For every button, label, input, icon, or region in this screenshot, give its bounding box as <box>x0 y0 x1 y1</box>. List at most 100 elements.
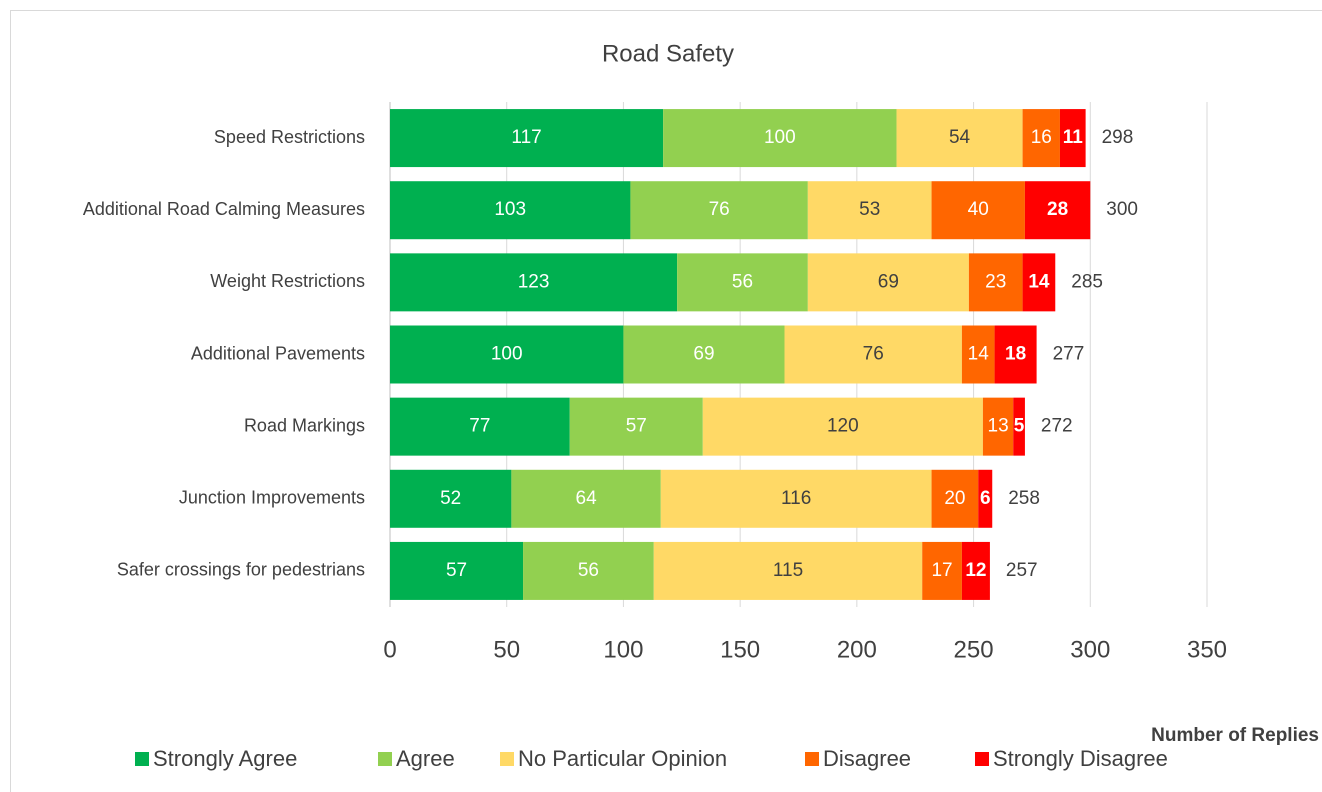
data-label: 57 <box>626 416 647 437</box>
data-label: 5 <box>1014 416 1025 437</box>
bar-segment <box>978 469 993 528</box>
data-label: 52 <box>440 488 461 509</box>
y-tick-label: Road Markings <box>244 415 365 435</box>
y-tick-label: Weight Restrictions <box>210 271 365 291</box>
x-tick-label: 350 <box>1187 636 1227 663</box>
legend-label: Strongly Disagree <box>993 746 1168 771</box>
bar-segment <box>807 253 969 312</box>
data-label: 69 <box>693 344 714 365</box>
x-tick-label: 50 <box>493 636 520 663</box>
bar-segment <box>390 109 664 168</box>
data-label: 76 <box>863 344 884 365</box>
chart-frame <box>10 10 1322 792</box>
bar-segment <box>660 469 932 528</box>
bar-segment <box>677 253 808 312</box>
data-label: 57 <box>446 560 467 581</box>
bar-segment <box>623 325 785 384</box>
bar-segment <box>1024 181 1091 240</box>
data-label: 69 <box>878 271 899 292</box>
data-label: 12 <box>965 560 986 581</box>
data-label: 77 <box>469 416 490 437</box>
data-label: 14 <box>968 344 990 365</box>
data-label: 6 <box>980 488 991 509</box>
bar-segment <box>961 541 990 600</box>
data-label: 103 <box>494 199 526 220</box>
data-label: 13 <box>988 416 1009 437</box>
bar-segment <box>931 469 979 528</box>
bar-segment <box>390 325 624 384</box>
data-label: 18 <box>1005 344 1026 365</box>
data-label: 76 <box>709 199 730 220</box>
legend-swatch <box>135 752 149 766</box>
total-label: 258 <box>1008 488 1040 509</box>
total-label: 277 <box>1053 344 1085 365</box>
legend-label: Strongly Agree <box>153 746 297 771</box>
data-label: 20 <box>944 488 965 509</box>
legend-swatch <box>500 752 514 766</box>
bar-segment <box>390 541 524 600</box>
bar-segment <box>702 397 983 456</box>
bar-segment <box>511 469 661 528</box>
data-label: 11 <box>1063 127 1084 148</box>
bar-segment <box>1022 253 1056 312</box>
bar-segment <box>922 541 962 600</box>
total-label: 298 <box>1102 127 1134 148</box>
x-tick-label: 250 <box>954 636 994 663</box>
bar-segment <box>1022 109 1060 168</box>
y-tick-label: Additional Road Calming Measures <box>83 199 365 219</box>
bar-segment <box>663 109 897 168</box>
bar-segment <box>390 181 631 240</box>
legend-swatch <box>975 752 989 766</box>
x-tick-label: 200 <box>837 636 877 663</box>
bar-segment <box>982 397 1014 456</box>
bar-segment <box>968 253 1023 312</box>
bar-segment <box>390 397 570 456</box>
bar-segment <box>390 253 678 312</box>
x-tick-label: 0 <box>383 636 396 663</box>
bar-segment <box>1059 109 1086 168</box>
data-label: 56 <box>578 560 599 581</box>
bar-segment <box>630 181 808 240</box>
data-label: 115 <box>773 560 803 581</box>
data-label: 28 <box>1047 199 1068 220</box>
total-label: 257 <box>1006 560 1038 581</box>
bar-segment <box>961 325 995 384</box>
data-label: 23 <box>985 271 1006 292</box>
bar-segment <box>931 181 1025 240</box>
data-label: 14 <box>1028 271 1050 292</box>
bar-segment <box>390 469 512 528</box>
bar-segment <box>807 181 932 240</box>
legend-swatch <box>378 752 392 766</box>
data-label: 120 <box>827 416 859 437</box>
x-axis-title: Number of Replies <box>1151 725 1319 746</box>
y-tick-label: Speed Restrictions <box>214 127 365 147</box>
total-label: 285 <box>1071 271 1103 292</box>
data-label: 17 <box>931 560 952 581</box>
bar-segment <box>1013 397 1025 456</box>
y-tick-label: Additional Pavements <box>191 343 365 363</box>
data-label: 100 <box>491 344 523 365</box>
data-label: 117 <box>511 127 541 148</box>
total-label: 300 <box>1106 199 1138 220</box>
chart-title: Road Safety <box>602 40 734 67</box>
y-tick-label: Junction Improvements <box>179 488 365 508</box>
bar-segment <box>994 325 1037 384</box>
data-label: 116 <box>781 488 811 509</box>
x-tick-label: 150 <box>720 636 760 663</box>
x-tick-label: 100 <box>603 636 643 663</box>
x-tick-label: 300 <box>1070 636 1110 663</box>
data-label: 123 <box>518 271 550 292</box>
bar-segment <box>896 109 1023 168</box>
y-tick-label: Safer crossings for pedestrians <box>117 560 365 580</box>
legend-swatch <box>805 752 819 766</box>
bar-segment <box>784 325 962 384</box>
bar-segment <box>653 541 923 600</box>
data-label: 56 <box>732 271 753 292</box>
data-label: 53 <box>859 199 880 220</box>
legend-label: Disagree <box>823 746 911 771</box>
bar-segment <box>569 397 703 456</box>
legend-label: No Particular Opinion <box>518 746 727 771</box>
data-label: 40 <box>968 199 989 220</box>
